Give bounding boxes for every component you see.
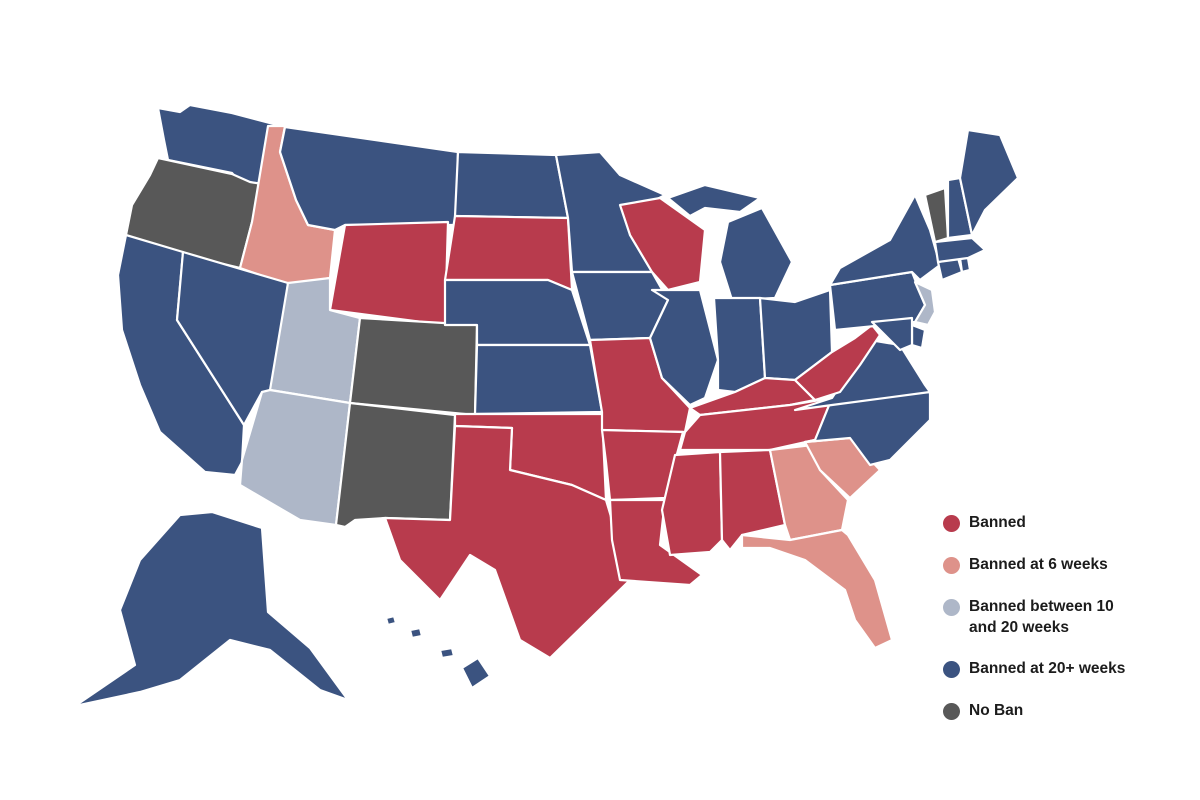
legend-swatch-banned-20-plus-weeks (943, 661, 960, 678)
legend: Banned Banned at 6 weeks Banned between … (943, 512, 1183, 742)
legend-item-banned-20-plus-weeks: Banned at 20+ weeks (943, 658, 1183, 680)
legend-label-banned: Banned (969, 514, 1026, 531)
state-co[interactable] (348, 316, 479, 417)
legend-item-banned: Banned (943, 512, 1183, 534)
state-il[interactable] (648, 288, 720, 407)
state-nd[interactable] (453, 150, 570, 220)
state-wy[interactable] (328, 220, 450, 327)
legend-label-banned-20-plus-weeks: Banned at 20+ weeks (969, 660, 1126, 677)
legend-swatch-banned (943, 515, 960, 532)
state-fl[interactable] (740, 528, 894, 650)
legend-label-banned-6-weeks: Banned at 6 weeks (969, 556, 1108, 573)
state-az[interactable] (238, 388, 352, 527)
legend-label-no-ban: No Ban (969, 702, 1024, 719)
legend-item-banned-6-weeks: Banned at 6 weeks (943, 554, 1183, 576)
legend-item-banned-10-20-weeks: Banned between 10 and 20 weeks (943, 596, 1183, 638)
state-md[interactable] (870, 316, 914, 352)
state-ak[interactable] (73, 510, 350, 708)
state-hi-isle-1[interactable] (438, 646, 456, 660)
state-nj[interactable] (913, 280, 937, 327)
legend-label-banned-10-20-weeks: Banned between 10 and 20 weeks (969, 598, 1114, 636)
state-ny[interactable] (828, 193, 942, 287)
state-mi-upper[interactable] (666, 183, 762, 218)
state-wi[interactable] (618, 196, 707, 292)
state-ms[interactable] (660, 450, 724, 557)
state-hi-isle-3[interactable] (384, 614, 398, 627)
state-hi-isle-2[interactable] (408, 626, 424, 640)
state-ks[interactable] (473, 343, 604, 416)
state-nm[interactable] (334, 401, 457, 529)
state-in[interactable] (712, 296, 767, 394)
state-wv[interactable] (793, 323, 882, 402)
state-me[interactable] (958, 128, 1020, 237)
state-ri[interactable] (958, 256, 972, 274)
state-ma[interactable] (933, 236, 987, 264)
state-tx[interactable] (383, 424, 632, 660)
state-de[interactable] (910, 323, 927, 350)
state-mi[interactable] (718, 206, 794, 302)
legend-item-no-ban: No Ban (943, 700, 1183, 722)
state-mt[interactable] (278, 125, 460, 232)
legend-swatch-no-ban (943, 703, 960, 720)
legend-swatch-banned-6-weeks (943, 557, 960, 574)
state-hi[interactable] (460, 656, 492, 690)
legend-swatch-banned-10-20-weeks (943, 599, 960, 616)
